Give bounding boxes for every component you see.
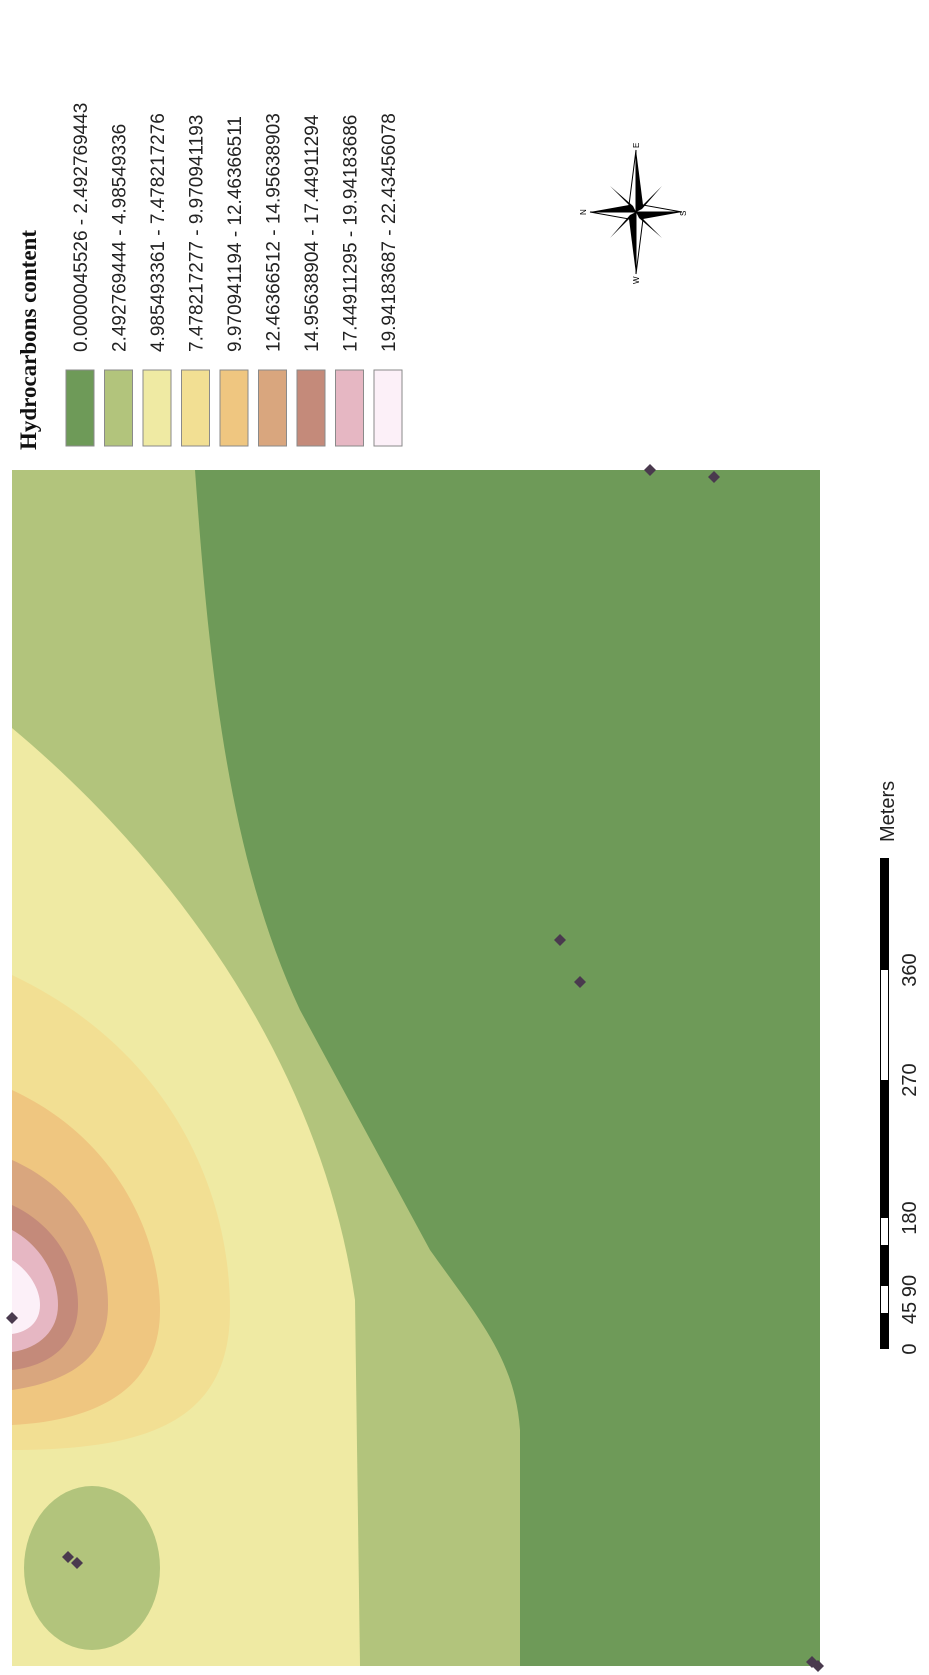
legend-swatch [335,369,364,447]
interpolation-surface [12,470,820,1666]
legend-swatch [181,369,210,447]
legend-swatch [258,369,287,447]
sample-point [554,934,566,946]
legend-title: Hydrocarbons content [16,230,41,450]
zone-class-9 [12,1260,40,1334]
sample-points [6,464,824,1672]
scale-unit: Meters [877,781,899,842]
legend-label: 9.970941194 - 12.46366511 [225,116,246,352]
north-arrow-icon: E N S W [579,143,688,284]
scale-tick-label: 360 [899,953,921,986]
scale-tick-label: 90 [899,1275,921,1297]
sample-point [62,1551,74,1563]
sample-point [71,1557,83,1569]
scale-bar: 0 45 90 180 270 360 Meters [877,781,921,1355]
legend-swatch [373,369,403,447]
north-arrow-letter: W [632,276,641,284]
scale-tick-label: 270 [899,1063,921,1096]
legend-swatch [296,369,326,447]
legend-swatch [104,369,133,447]
sample-point [6,1312,18,1324]
sample-point [708,471,720,483]
legend: 0.0000045526 - 2.492769443 2.492769444 - … [65,103,403,447]
legend-label: 2.492769444 - 4.98549336 [110,124,131,352]
north-arrow-letter: N [579,209,588,215]
legend-label: 12.46366512 - 14.95638903 [264,113,285,352]
legend-label: 0.0000045526 - 2.492769443 [71,103,92,352]
legend-label: 7.478217277 - 9.970941193 [187,115,208,352]
sample-point [574,976,586,988]
legend-label: 17.44911295 - 19.94183686 [341,115,362,352]
north-arrow-letter: S [679,211,688,216]
legend-swatch [142,369,172,447]
zone-class-1 [195,470,820,1666]
legend-swatch [219,369,249,447]
sample-point [644,464,656,476]
sample-point [812,1660,824,1672]
legend-label: 14.95638904 - 17.44911294 [302,114,323,352]
legend-label: 4.985493361 - 7.478217276 [148,113,169,352]
zone-class-2-island [24,1486,160,1650]
scale-tick-label: 0 [899,1343,921,1354]
legend-label: 19.94183687 - 22.43456078 [379,113,400,352]
north-arrow-letter: E [632,143,641,148]
legend-swatch [65,369,95,447]
scale-tick-label: 45 [899,1302,921,1324]
scale-tick-label: 180 [899,1201,921,1234]
